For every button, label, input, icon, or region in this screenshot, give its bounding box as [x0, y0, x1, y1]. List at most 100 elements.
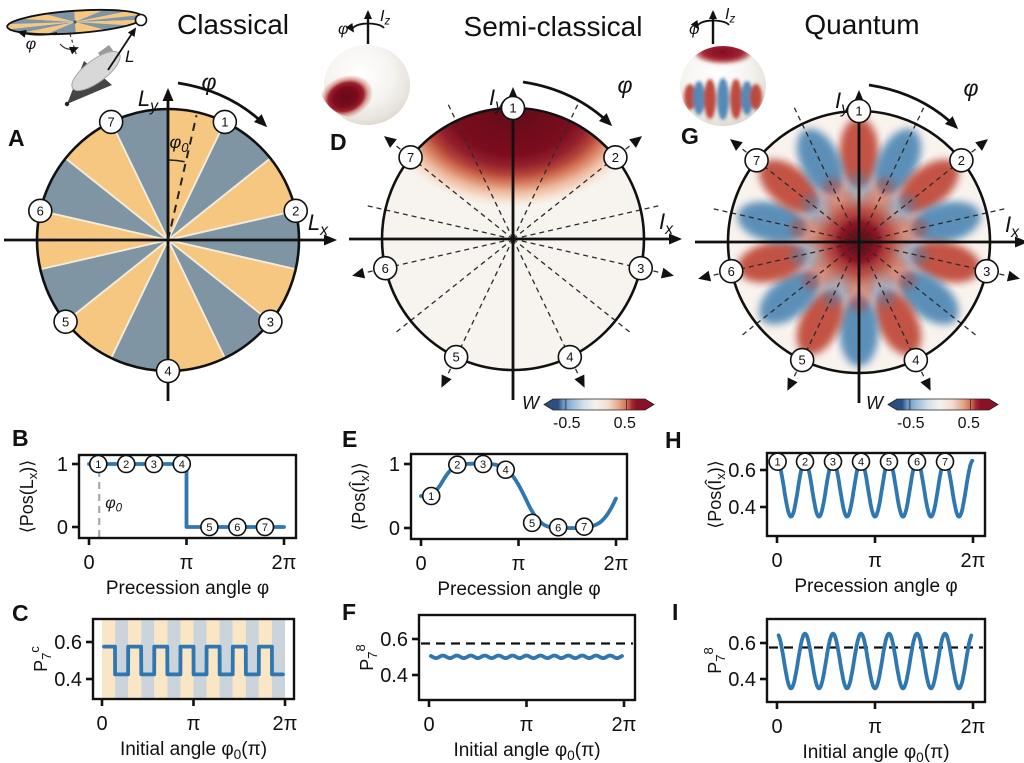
precession-label: φ: [617, 72, 632, 98]
x-tick-label: π: [520, 714, 534, 736]
x-tick-label: 2π: [273, 713, 298, 735]
sector-dashed-ray: [858, 103, 926, 243]
x-tick-label: π: [180, 552, 194, 574]
panel-g-wigner-disk: Iy Ix φ 1 2 3 4 5 6 7: [695, 75, 1024, 403]
y-axis-title: P78: [701, 647, 728, 673]
sector-dashed-ray: [709, 207, 860, 243]
x-tick-label: π: [868, 550, 882, 572]
panel-letters: A B C D E F G H I: [8, 123, 699, 626]
state-number: 7: [262, 522, 268, 534]
background-stripe: [128, 620, 142, 698]
phi0-guide-label: φ0: [105, 495, 122, 514]
disk-precession-arrow: [17, 30, 58, 38]
coherent-state-blob: [318, 74, 374, 120]
rotor-sector: [9, 22, 75, 33]
panel-label-a: A: [8, 125, 25, 151]
state-number-circle: [421, 486, 441, 506]
state-number: 1: [775, 457, 781, 469]
state-number: 2: [802, 457, 808, 469]
x-tick-label: 2π: [961, 550, 986, 572]
rotor-disk-center: [73, 20, 77, 24]
state-number-circle: [283, 198, 309, 224]
state-number: 1: [95, 459, 101, 471]
state-number: 4: [912, 353, 919, 368]
background-stripe: [245, 620, 259, 698]
sector-dashed-ray: [512, 238, 634, 335]
y-tick-label: 0.6: [728, 633, 756, 655]
y-tick-label: 0.4: [728, 497, 756, 519]
iz-axis-label: Iz: [380, 8, 390, 28]
x-tick-label: 0: [96, 713, 107, 735]
state-number-circle: [255, 517, 275, 537]
wigner-petal: [737, 241, 807, 283]
sector-dashed-ray: [446, 100, 514, 240]
rotor-sector: [46, 22, 76, 35]
rotor-disk-group: [6, 8, 144, 36]
state-number: 6: [728, 264, 735, 279]
state-number-circle: [907, 452, 927, 471]
measurement-arrowhead: [352, 267, 366, 279]
background-stripe: [141, 620, 155, 698]
rotor-sector: [75, 19, 142, 26]
state-number: 5: [886, 457, 892, 469]
rotor-disk: [6, 8, 144, 36]
phi-rotation-label: φ: [689, 21, 699, 38]
wigner-colorbar: [887, 398, 999, 411]
measurement-arrowhead: [574, 374, 585, 388]
panel-f-chart: 0 π 2π 0.4 0.6 Initial angle φ0(π) P78: [353, 613, 636, 763]
wigner-petal: [911, 241, 981, 283]
x-tick-label: 0: [415, 553, 426, 575]
state-number: 7: [108, 115, 115, 130]
precession-arrow: [177, 81, 268, 128]
background-stripe: [180, 620, 194, 698]
state-number: 1: [221, 115, 228, 130]
x-axis-title: Precession angle φ: [437, 579, 600, 600]
state-number-circle: [116, 454, 136, 474]
background-stripe: [154, 620, 168, 698]
initial-angle-arc: [169, 159, 185, 163]
semiclassical-inset: Iz φ: [318, 8, 410, 125]
y-tick-label: 0.6: [54, 632, 82, 654]
state-number-circle: [851, 452, 871, 471]
colorbar-label: W: [866, 393, 885, 413]
y-tick-label: 0.4: [728, 669, 756, 691]
sector-dashed-ray: [858, 207, 1009, 243]
panel-label-g: G: [681, 123, 699, 149]
panel-b-chart: φ0 1 2 3 4 5 6 7 0 π 2π 0 1 Precession angle φ ⟨Pos(Lx…: [17, 453, 298, 599]
colorbars: W -0.5 0.5 W -0.5 0.5: [522, 393, 999, 432]
sector-dashed-ray: [363, 204, 514, 240]
state-number-circle: [903, 347, 929, 373]
precession-arrow: [522, 80, 613, 127]
x-axis-title: Initial angle φ0(π): [453, 740, 600, 763]
measurement-arrowhead: [787, 377, 798, 391]
colorbar-tick-pos: 0.5: [614, 415, 636, 432]
x-tick-label: 0: [771, 716, 782, 738]
state-number-circle: [718, 258, 744, 284]
state-number-circle: [448, 455, 467, 474]
state-number-circle: [522, 513, 542, 533]
column-title-quantum: Quantum: [804, 9, 919, 40]
state-number: 5: [206, 522, 212, 534]
state-number-circle: [473, 454, 493, 474]
state-number: 5: [453, 350, 460, 365]
quantum-inset: Iz φ: [680, 6, 766, 126]
y-axis-title: ⟨Pos(Îx)⟩: [705, 460, 728, 529]
panel-label-e: E: [342, 426, 357, 452]
phi-rotation-label: φ: [338, 21, 348, 38]
panel-label-h: H: [665, 427, 682, 453]
x-axis-label: Ix: [1005, 212, 1020, 241]
background-stripe: [232, 620, 246, 698]
measurement-arrowhead: [920, 377, 931, 391]
background-stripe: [258, 620, 272, 698]
state-number-circle: [398, 145, 423, 170]
x-tick-label: π: [868, 716, 882, 738]
state-number: 7: [942, 457, 948, 469]
state-number: 4: [566, 350, 573, 365]
state-number: 3: [983, 264, 990, 279]
sector-dashed-ray: [858, 241, 980, 338]
state-number-circle: [574, 517, 594, 537]
angular-momentum-label: L: [125, 47, 134, 66]
y-axis-title: P78: [353, 644, 380, 670]
state-number: 2: [123, 459, 129, 471]
